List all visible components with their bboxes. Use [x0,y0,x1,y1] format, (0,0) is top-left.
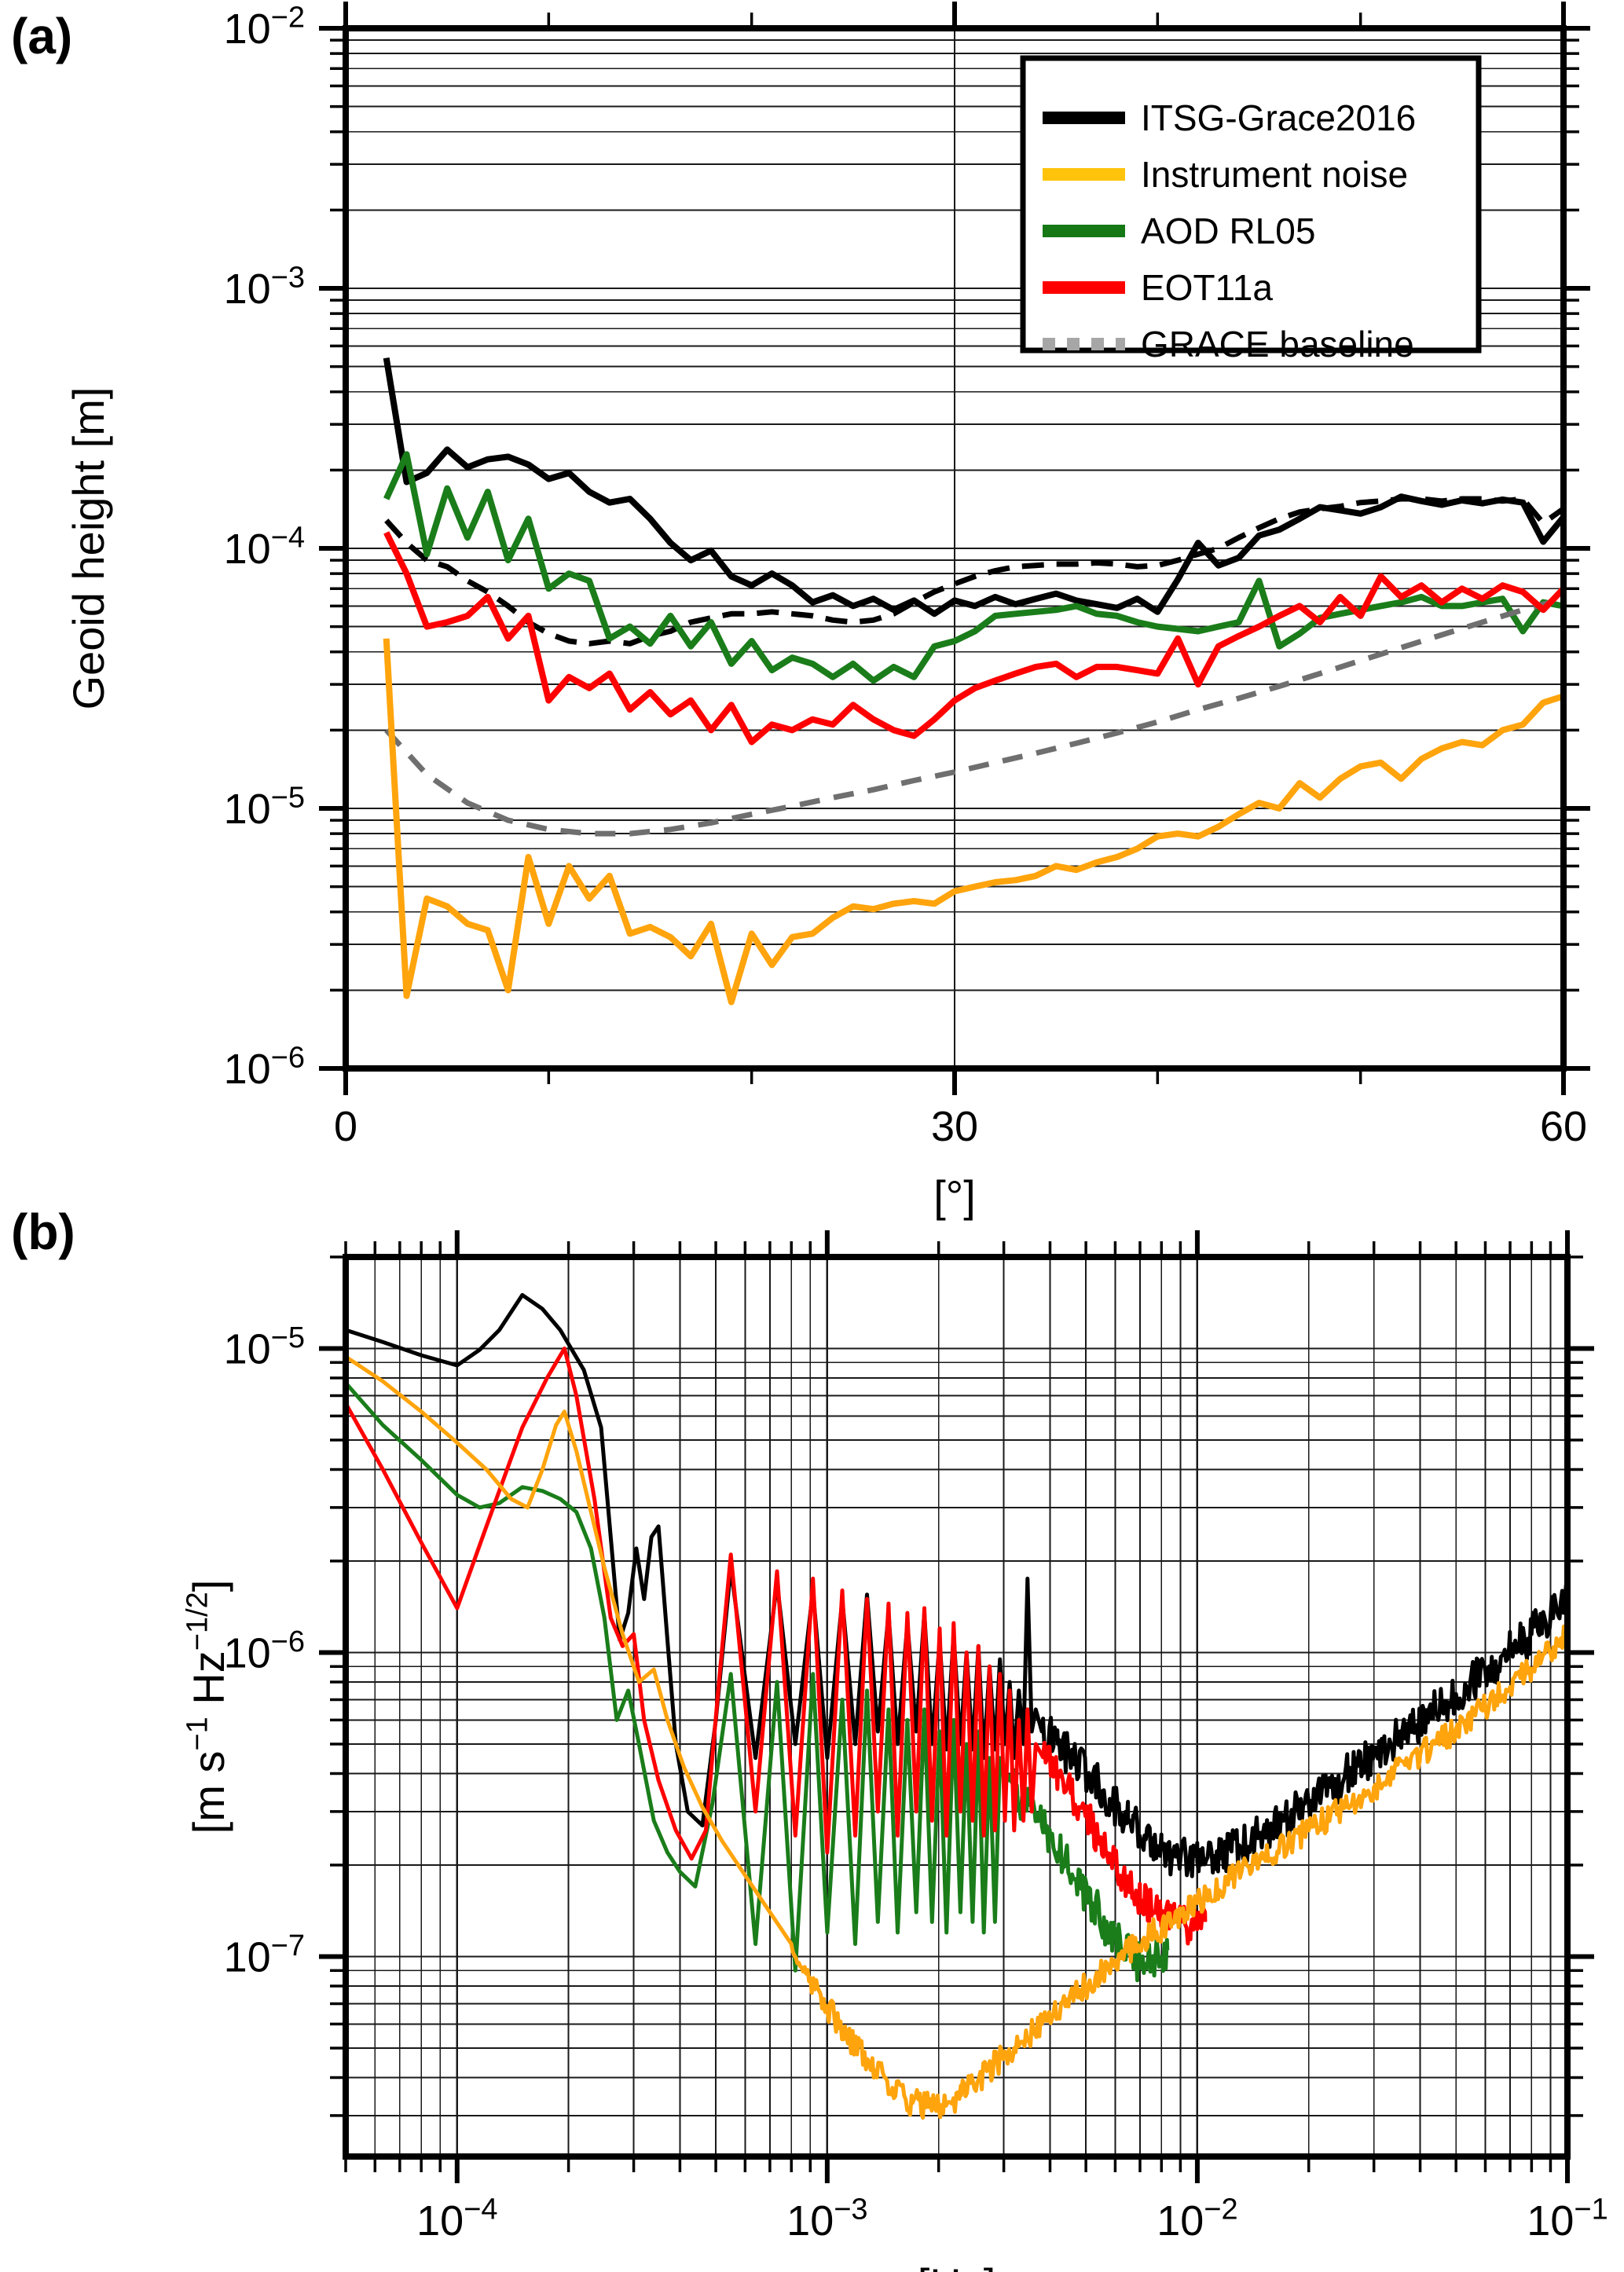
y-tick-label: 10−5 [224,1321,305,1373]
legend-label: GRACE baseline [1141,324,1414,365]
legend-box [1020,55,1482,354]
x-tick-label: 0 [334,1103,357,1150]
plot-frame [343,1254,1571,2160]
series-itsg-grace2016 [383,357,1564,617]
legend-label: Instrument noise [1141,154,1408,195]
series-eot11a-asd [346,1347,1208,1946]
y-tick-label: 10−5 [224,781,305,833]
legend-label: AOD RL05 [1141,211,1315,251]
series-aod-rl05 [383,451,1564,684]
x-tick-label: 30 [931,1103,978,1150]
y-tick-label: 10−6 [224,1041,305,1093]
panel-a-chart: 10−2 10−3 10−4 10−5 10−6 0 30 60 [°] Geoid height… [64,1,1590,1221]
series-instrument-noise-asd [346,1354,1567,2120]
series-itsg-grace2016-dashed [384,496,1564,647]
y-axis-label: [m s−1 Hz−1/2] [181,1580,233,1834]
legend-label: EOT11a [1141,267,1273,308]
panel-a-tag: (a) [11,8,73,64]
y-tick-label: 10−4 [224,521,305,573]
legend: ITSG-Grace2016 Instrument noise AOD RL05 EO… [1020,55,1482,365]
series-group [346,1292,1567,2120]
series-instrument-noise [383,638,1564,1006]
y-tick-label: 10−7 [224,1929,305,1981]
y-axis-label: Geoid height [m] [64,387,113,710]
x-tick-label: 60 [1540,1103,1587,1150]
series-group [383,357,1564,1006]
y-tick-label: 10−3 [224,261,305,313]
series-eot11a [383,531,1564,746]
series-grace-baseline [384,595,1564,837]
x-tick-label: 10−1 [1527,2193,1608,2245]
panel-b-chart: 10−5 10−6 10−7 10−4 10−3 10−2 10−1 [Hz] [m s−1 H… [181,1230,1608,2272]
axis-ticks [319,1230,1594,2183]
tick-labels: 10−2 10−3 10−4 10−5 10−6 0 30 60 [224,1,1587,1150]
y-tick-label: 10−2 [224,1,305,53]
x-tick-label: 10−4 [416,2193,497,2245]
panel-b-tag: (b) [11,1204,75,1260]
plot-frame [343,25,1567,1072]
tick-labels: 10−5 10−6 10−7 10−4 10−3 10−2 10−1 [224,1321,1608,2245]
x-tick-label: 10−2 [1157,2193,1237,2245]
legend-label: ITSG-Grace2016 [1141,97,1416,138]
x-axis-label: [Hz] [918,2259,996,2272]
y-tick-label: 10−6 [224,1625,305,1677]
x-tick-label: 10−3 [786,2193,867,2245]
x-axis-label: [°] [933,1171,976,1221]
series-itsg-grace2016-asd [346,1292,1567,1878]
